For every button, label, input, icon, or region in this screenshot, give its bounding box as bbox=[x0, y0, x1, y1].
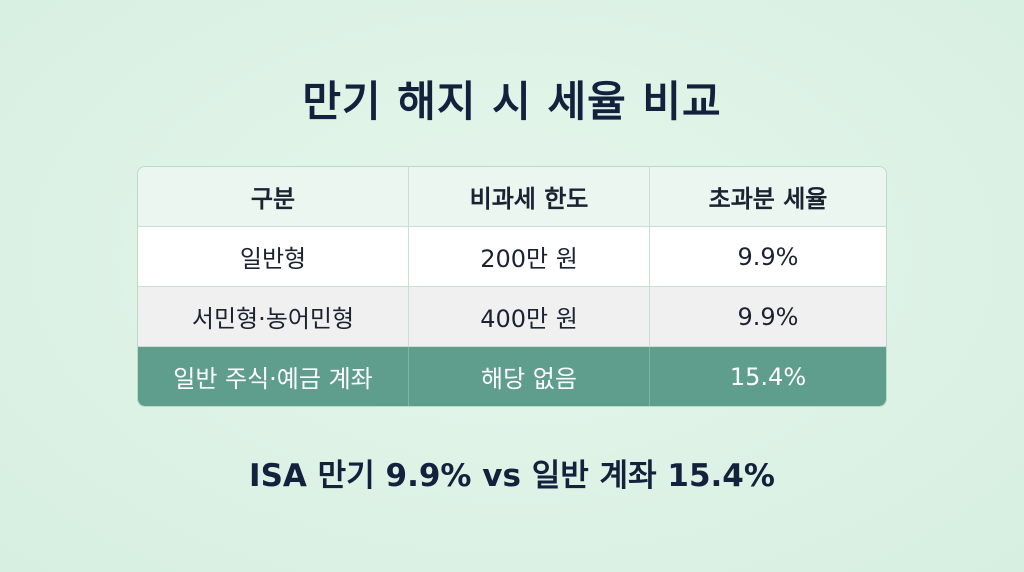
column-header: 비과세 한도 bbox=[409, 167, 650, 227]
table-row: 서민형·농어민형 400만 원 9.9% bbox=[138, 287, 886, 347]
cell: 해당 없음 bbox=[409, 347, 650, 406]
cell: 일반 주식·예금 계좌 bbox=[138, 347, 409, 406]
cell: 200만 원 bbox=[409, 227, 650, 287]
tax-table: 구분 비과세 한도 초과분 세율 일반형 200만 원 9.9% 서민형·농어민… bbox=[137, 166, 887, 407]
cell: 15.4% bbox=[650, 347, 886, 406]
header-row: 구분 비과세 한도 초과분 세율 bbox=[138, 167, 886, 227]
column-header: 초과분 세율 bbox=[650, 167, 886, 227]
cell: 9.9% bbox=[650, 287, 886, 347]
cell: 400만 원 bbox=[409, 287, 650, 347]
table-row: 일반형 200만 원 9.9% bbox=[138, 227, 886, 287]
highlight-row: 일반 주식·예금 계좌 해당 없음 15.4% bbox=[138, 347, 886, 406]
cell: 일반형 bbox=[138, 227, 409, 287]
column-header: 구분 bbox=[138, 167, 409, 227]
title: 만기 해지 시 세율 비교 bbox=[302, 77, 722, 126]
cell: 서민형·농어민형 bbox=[138, 287, 409, 347]
summary-note: ISA 만기 9.9% vs 일반 계좌 15.4% bbox=[249, 458, 775, 494]
cell: 9.9% bbox=[650, 227, 886, 287]
